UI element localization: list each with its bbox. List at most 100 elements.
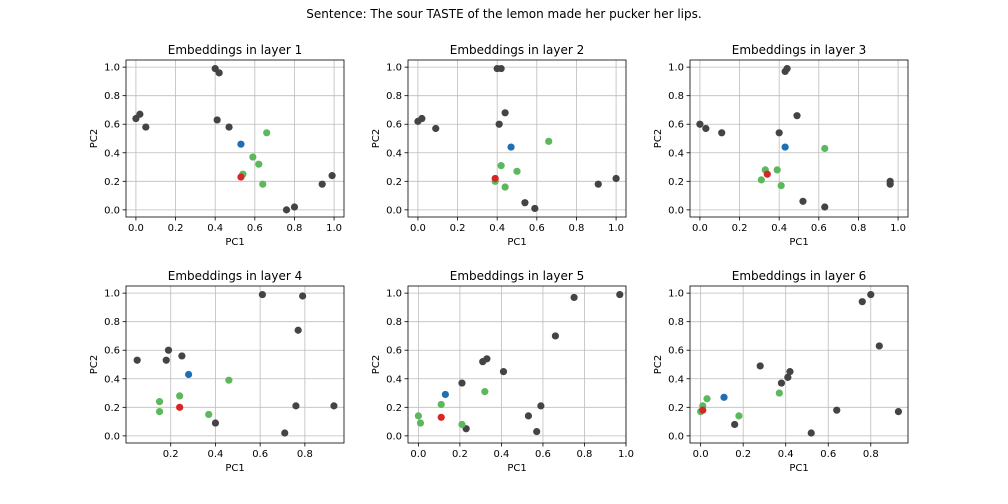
scatter-point-other bbox=[533, 427, 541, 436]
scatter-point-context bbox=[513, 167, 521, 175]
axes-frame bbox=[689, 59, 909, 218]
scatter-point-other bbox=[328, 172, 336, 180]
subplot-title: Embeddings in layer 6 bbox=[732, 269, 866, 283]
x-tick-label: 0.6 bbox=[820, 449, 836, 460]
scatter-point-other bbox=[162, 356, 170, 364]
scatter-point-other bbox=[867, 290, 875, 299]
plot-area bbox=[690, 286, 908, 443]
scatter-point-other bbox=[133, 356, 141, 364]
y-axis-label: PC2 bbox=[89, 129, 100, 148]
x-tick-label: 0.4 bbox=[207, 223, 223, 234]
x-tick-label: 0.8 bbox=[287, 223, 303, 234]
y-tick-label: 0.4 bbox=[104, 148, 120, 159]
scatter-point-context bbox=[416, 419, 425, 427]
scatter-point-other bbox=[858, 298, 866, 306]
scatter-point-other bbox=[281, 429, 289, 437]
scatter-point-other bbox=[164, 346, 173, 354]
scatter-point-context bbox=[777, 182, 785, 190]
scatter-point-other bbox=[178, 352, 186, 360]
scatter-point-context bbox=[735, 412, 743, 420]
scatter-point-other bbox=[282, 206, 291, 214]
scatter-point-context bbox=[703, 395, 711, 403]
scatter-point-other bbox=[290, 203, 299, 211]
scatter-point-other bbox=[551, 332, 560, 340]
scatter-point-other bbox=[777, 379, 786, 387]
scatter-point-other bbox=[875, 342, 883, 350]
y-tick-label: 0.0 bbox=[104, 431, 120, 442]
x-axis-label: PC1 bbox=[789, 237, 808, 248]
subplot-layer-5: 0.0 0.2 0.4 0.6 0.8 1.0 0.0 0.2 0.4 0.6 0.8 1.0 Embe… bbox=[371, 269, 634, 474]
scatter-point-context bbox=[155, 408, 164, 416]
y-tick-label: 0.6 bbox=[386, 120, 402, 131]
x-tick-label: 0.6 bbox=[535, 449, 551, 460]
scatter-point-predicted bbox=[491, 174, 499, 183]
scatter-point-other bbox=[616, 290, 624, 299]
scatter-point-other bbox=[215, 69, 223, 77]
y-axis-label: PC2 bbox=[371, 129, 382, 148]
scatter-point-target bbox=[781, 143, 789, 151]
scatter-point-context bbox=[821, 144, 829, 153]
scatter-point-other bbox=[136, 110, 144, 118]
scatter-point-predicted bbox=[437, 413, 445, 421]
x-tick-label: 0.6 bbox=[529, 223, 545, 234]
subplot-layer-6: 0.0 0.2 0.4 0.6 0.8 0.0 0.2 0.4 0.6 0.8 1.0 Embeddi… bbox=[653, 269, 909, 474]
scatter-point-target bbox=[441, 390, 449, 399]
x-tick-label: 0.2 bbox=[163, 449, 179, 460]
x-tick-label: 0.0 bbox=[410, 449, 426, 460]
scatter-point-other bbox=[258, 290, 266, 299]
x-tick-label: 0.8 bbox=[577, 449, 593, 460]
y-tick-label: 0.8 bbox=[386, 317, 402, 328]
subplot-layer-2: 0.0 0.2 0.4 0.6 0.8 1.0 0.0 0.2 0.4 0.6 0.8 1.0 Embe… bbox=[371, 43, 627, 248]
y-tick-label: 0.8 bbox=[104, 317, 120, 328]
x-axis-label: PC1 bbox=[507, 237, 526, 248]
x-tick-label: 0.2 bbox=[452, 449, 468, 460]
x-axis-label: PC1 bbox=[225, 237, 244, 248]
scatter-point-other bbox=[211, 419, 220, 427]
y-tick-label: 0.8 bbox=[668, 91, 684, 102]
axes-frame bbox=[125, 285, 345, 444]
scatter-point-other bbox=[702, 124, 710, 133]
x-tick-label: 0.0 bbox=[128, 223, 144, 234]
scatter-point-other bbox=[731, 420, 739, 429]
scatter-point-context bbox=[437, 400, 445, 409]
scatter-point-other bbox=[292, 402, 300, 410]
subplot-title: Embeddings in layer 3 bbox=[732, 43, 866, 57]
scatter-point-context bbox=[176, 392, 184, 400]
scatter-point-other bbox=[299, 292, 307, 300]
plot-area bbox=[126, 60, 344, 217]
scatter-point-other bbox=[225, 123, 233, 131]
y-tick-label: 0.0 bbox=[386, 205, 402, 216]
scatter-point-other bbox=[756, 362, 764, 370]
subplot-title: Embeddings in layer 4 bbox=[168, 269, 302, 283]
scatter-point-context bbox=[205, 410, 213, 419]
subplot-layer-1: 0.0 0.2 0.4 0.6 0.8 1.0 0.0 0.2 0.4 0.6 0.8 1.0 Embe… bbox=[89, 43, 345, 248]
x-tick-label: 0.0 bbox=[692, 223, 708, 234]
y-tick-label: 0.2 bbox=[386, 403, 402, 414]
scatter-point-other bbox=[696, 120, 704, 128]
x-tick-label: 0.8 bbox=[297, 449, 313, 460]
y-tick-label: 0.4 bbox=[668, 148, 684, 159]
scatter-point-predicted bbox=[763, 170, 771, 178]
x-tick-label: 0.8 bbox=[863, 449, 879, 460]
scatter-point-other bbox=[786, 368, 794, 376]
x-tick-label: 0.8 bbox=[569, 223, 585, 234]
scatter-point-context bbox=[259, 180, 267, 188]
scatter-point-other bbox=[318, 180, 326, 188]
scatter-point-other bbox=[781, 67, 789, 76]
scatter-point-context bbox=[757, 176, 765, 184]
y-tick-label: 0.6 bbox=[386, 346, 402, 357]
y-tick-label: 0.8 bbox=[668, 317, 684, 328]
x-tick-label: 0.2 bbox=[735, 449, 751, 460]
subplot-title: Embeddings in layer 1 bbox=[168, 43, 302, 57]
scatter-point-other bbox=[479, 358, 487, 366]
scatter-point-context bbox=[155, 398, 164, 406]
scatter-point-target bbox=[720, 393, 728, 401]
x-tick-label: 1.0 bbox=[326, 223, 342, 234]
figure-suptitle: Sentence: The sour TASTE of the lemon ma… bbox=[306, 7, 702, 21]
scatter-point-context bbox=[414, 412, 422, 420]
y-tick-label: 0.2 bbox=[386, 177, 402, 188]
subplot-title: Embeddings in layer 5 bbox=[450, 269, 584, 283]
scatter-point-other bbox=[458, 379, 466, 387]
